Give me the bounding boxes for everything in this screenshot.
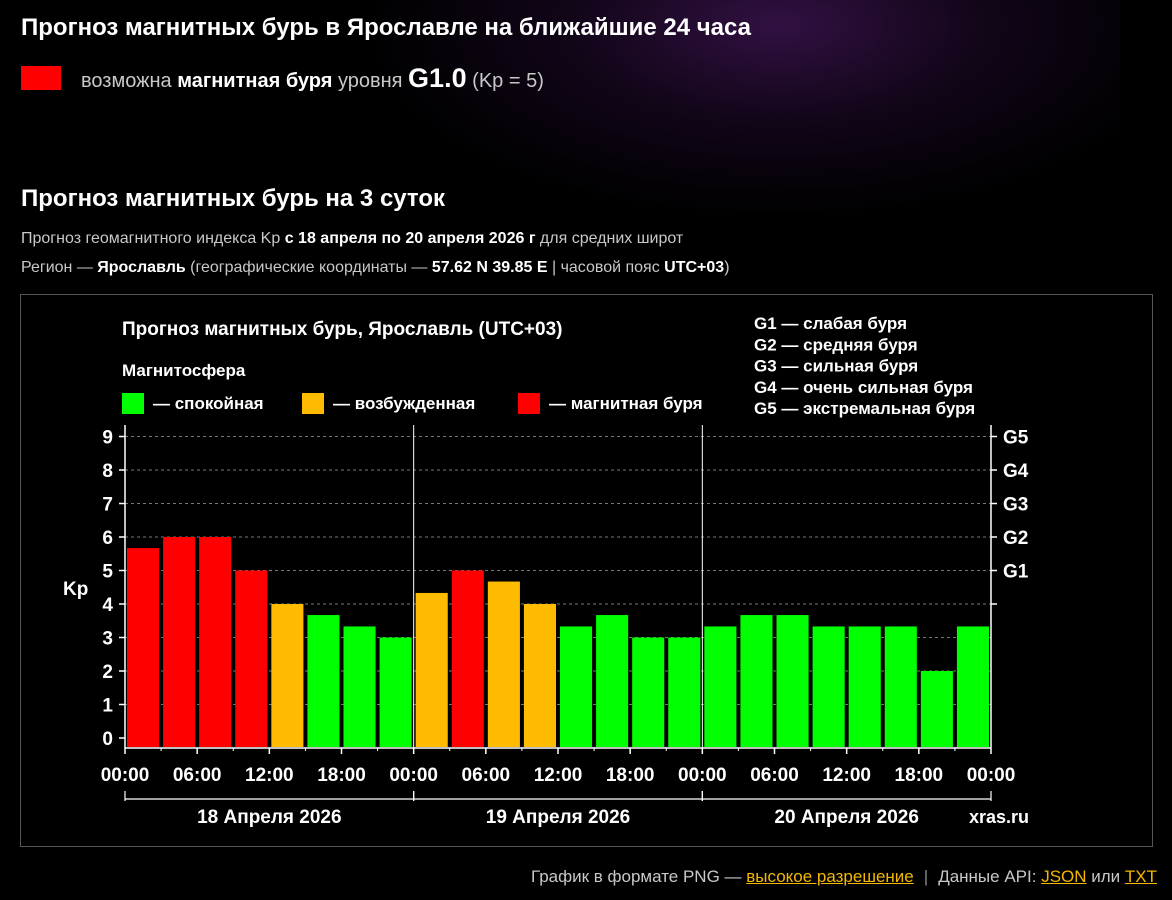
bar-8 xyxy=(379,637,412,747)
bar-7 xyxy=(343,626,376,747)
bar-4 xyxy=(235,570,268,747)
storm-level-3: G3 — сильная буря xyxy=(754,357,918,376)
coordinates: 57.62 N 39.85 E xyxy=(431,259,548,276)
y-tick-label: 0 xyxy=(102,729,113,750)
forecast-storm-label: магнитная буря xyxy=(177,69,333,92)
legend-swatch-3 xyxy=(518,393,540,414)
legend-swatch-2 xyxy=(302,393,324,414)
x-tick-label: 00:00 xyxy=(389,765,438,786)
footer: График в формате PNG — высокое разрешени… xyxy=(530,867,1157,886)
y-tick-label: 2 xyxy=(102,662,113,683)
right-tick-label: G2 xyxy=(1003,528,1028,549)
x-tick-label: 18:00 xyxy=(606,765,655,786)
y-tick-label: 6 xyxy=(102,528,113,549)
y-tick-label: 1 xyxy=(102,696,113,717)
legend-label-2: — возбужденная xyxy=(333,394,475,413)
x-tick-label: 18:00 xyxy=(895,765,944,786)
storm-level-2: G2 — средняя буря xyxy=(754,335,918,354)
x-tick-label: 06:00 xyxy=(462,765,511,786)
region-info: Регион — Ярославль (географические коорд… xyxy=(21,259,730,276)
bar-23 xyxy=(920,671,953,747)
bar-15 xyxy=(632,637,665,747)
y-tick-label: 8 xyxy=(102,461,113,482)
bar-22 xyxy=(884,626,917,747)
region-name: Ярославль xyxy=(97,259,186,276)
y-tick-label: 9 xyxy=(102,428,113,449)
bar-12 xyxy=(523,604,556,747)
bar-11 xyxy=(487,581,520,747)
chart-title: Прогноз магнитных бурь, Ярославль (UTC+0… xyxy=(122,319,563,340)
x-tick-label: 18:00 xyxy=(317,765,366,786)
kp-forecast-chart: Прогноз магнитных бурь, Ярославль (UTC+0… xyxy=(63,314,1029,828)
bar-2 xyxy=(163,537,196,747)
x-tick-label: 12:00 xyxy=(822,765,871,786)
y-axis-label: Kp xyxy=(63,579,88,600)
page-title: Прогноз магнитных бурь в Ярославле на бл… xyxy=(21,14,751,41)
y-tick-label: 5 xyxy=(102,562,113,583)
forecast-text: возможна магнитная буря уровня G1.0 (Kp … xyxy=(81,62,544,93)
footer-separator: | xyxy=(923,867,929,886)
right-tick-label: G1 xyxy=(1003,562,1029,583)
y-tick-label: 4 xyxy=(102,595,113,616)
bar-17 xyxy=(704,626,737,747)
bar-10 xyxy=(451,570,484,747)
legend-title: Магнитосфера xyxy=(122,361,246,380)
forecast-level: G1.0 xyxy=(408,62,467,93)
bar-24 xyxy=(956,626,989,747)
forecast-color-swatch xyxy=(21,66,61,90)
right-tick-label: G5 xyxy=(1003,428,1029,449)
forecast-kp: (Kp = 5) xyxy=(472,69,544,92)
bar-5 xyxy=(271,604,304,747)
storm-level-4: G4 — очень сильная буря xyxy=(754,378,973,397)
bar-6 xyxy=(307,615,340,747)
x-tick-label: 00:00 xyxy=(967,765,1016,786)
bar-9 xyxy=(415,592,448,747)
right-tick-label: G3 xyxy=(1003,495,1028,516)
storm-level-5: G5 — экстремальная буря xyxy=(754,399,975,418)
section-title: Прогноз магнитных бурь на 3 суток xyxy=(21,185,446,212)
x-tick-label: 12:00 xyxy=(534,765,583,786)
legend-label-1: — спокойная xyxy=(153,394,264,413)
day-label-2: 19 Апреля 2026 xyxy=(486,807,631,828)
bar-13 xyxy=(560,626,593,747)
right-tick-label: G4 xyxy=(1003,461,1029,482)
png-hires-link[interactable]: высокое разрешение xyxy=(746,867,914,886)
x-tick-label: 12:00 xyxy=(245,765,294,786)
watermark: xras.ru xyxy=(969,807,1029,827)
x-tick-label: 06:00 xyxy=(750,765,799,786)
bar-16 xyxy=(668,637,701,747)
x-tick-label: 00:00 xyxy=(678,765,727,786)
legend-label-3: — магнитная буря xyxy=(549,394,703,413)
json-link[interactable]: JSON xyxy=(1041,867,1087,886)
x-tick-label: 00:00 xyxy=(101,765,150,786)
y-tick-label: 7 xyxy=(102,495,113,516)
x-tick-label: 06:00 xyxy=(173,765,222,786)
current-forecast: возможна магнитная буря уровня G1.0 (Kp … xyxy=(21,63,544,93)
bar-3 xyxy=(199,537,232,747)
day-label-1: 18 Апреля 2026 xyxy=(197,807,342,828)
txt-link[interactable]: TXT xyxy=(1124,867,1157,886)
bar-18 xyxy=(740,615,773,747)
day-label-3: 20 Апреля 2026 xyxy=(774,807,919,828)
y-tick-label: 3 xyxy=(102,629,113,650)
bar-19 xyxy=(776,615,809,747)
bar-14 xyxy=(596,615,629,747)
bar-21 xyxy=(848,626,881,747)
bar-1 xyxy=(127,548,160,747)
forecast-period-info: Прогноз геомагнитного индекса Kp с 18 ап… xyxy=(21,230,684,247)
timezone: UTC+03 xyxy=(664,259,725,276)
chart-container: Прогноз магнитных бурь, Ярославль (UTC+0… xyxy=(20,294,1153,847)
storm-level-1: G1 — слабая буря xyxy=(754,314,907,333)
legend-swatch-1 xyxy=(122,393,144,414)
bar-20 xyxy=(812,626,845,747)
